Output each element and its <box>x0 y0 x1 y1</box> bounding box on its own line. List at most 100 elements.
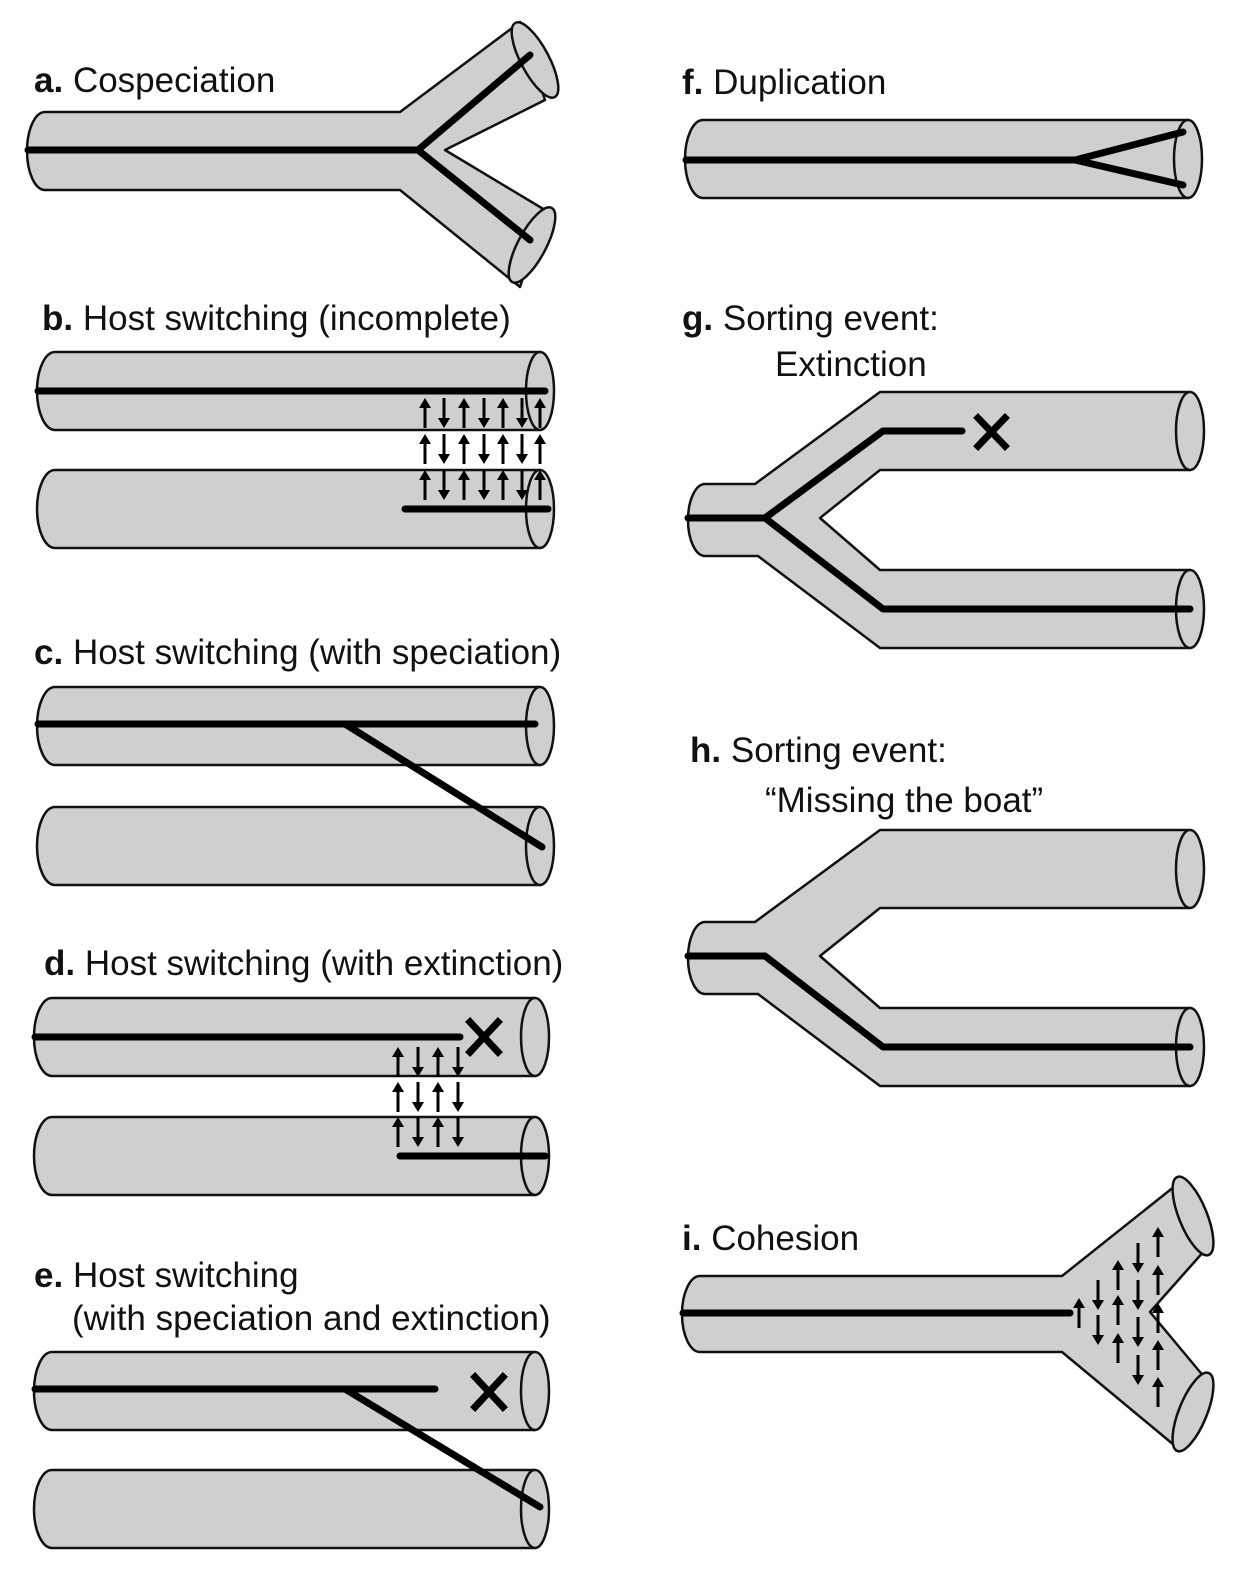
panel-g-label: g. Sorting event: <box>682 299 939 338</box>
panel-a-cospeciation: a. Cospeciation <box>24 20 560 289</box>
parasite-lineage <box>34 387 552 513</box>
host-tube-forked <box>686 390 1192 650</box>
down-arrow-icon <box>1132 1355 1144 1385</box>
down-arrow-icon <box>438 398 450 428</box>
up-arrow-icon <box>534 398 546 428</box>
host-tube-lower <box>32 1468 537 1550</box>
panel-c-label: c. Host switching (with speciation) <box>34 633 561 672</box>
up-arrow-icon <box>1112 1260 1124 1290</box>
panel-c-host-switching-speciation: c. Host switching (with speciation) <box>34 633 561 887</box>
down-arrow-icon <box>1132 1243 1144 1273</box>
panel-b-label: b. Host switching (incomplete) <box>42 299 511 338</box>
panel-f-label: f. Duplication <box>682 63 886 102</box>
up-arrow-icon <box>497 470 509 500</box>
up-arrow-icon <box>1152 1265 1164 1295</box>
down-arrow-icon <box>452 1082 464 1112</box>
tube-end-cap <box>507 206 557 284</box>
down-arrow-icon <box>478 470 490 500</box>
up-arrow-icon <box>432 1082 444 1112</box>
panel-i-cohesion: i. Cohesion <box>679 1175 1215 1453</box>
up-arrow-icon <box>1152 1340 1164 1370</box>
up-arrow-icon <box>458 434 470 464</box>
panel-a-label: a. Cospeciation <box>34 61 275 100</box>
panel-f-duplication: f. Duplication <box>682 63 1204 200</box>
up-arrow-icon <box>419 434 431 464</box>
down-arrow-icon <box>438 434 450 464</box>
parasite-lineage <box>31 1385 544 1511</box>
up-arrow-icon <box>432 1117 444 1147</box>
down-arrow-icon <box>412 1117 424 1147</box>
panel-i-label: i. Cohesion <box>682 1219 859 1258</box>
panel-b-host-switching-incomplete: b. Host switching (incomplete) <box>34 299 556 550</box>
down-arrow-icon <box>412 1047 424 1077</box>
down-arrow-icon <box>452 1117 464 1147</box>
parasite-lineage <box>682 128 1187 189</box>
down-arrow-icon <box>1092 1315 1104 1345</box>
up-arrow-icon <box>392 1047 404 1077</box>
parasite-lineage <box>24 51 534 244</box>
up-arrow-icon <box>1152 1303 1164 1333</box>
down-arrow-icon <box>478 398 490 428</box>
up-arrow-icon <box>534 434 546 464</box>
up-arrow-icon <box>1112 1295 1124 1325</box>
up-arrow-icon <box>419 398 431 428</box>
down-arrow-icon <box>478 434 490 464</box>
parasite-lineage <box>684 952 1194 1051</box>
gene-flow-arrows <box>1073 1227 1164 1407</box>
panel-h-sorting-missing-the-boat: h. Sorting event: “Missing the boat” <box>684 731 1206 1088</box>
up-arrow-icon <box>534 470 546 500</box>
tube-end-cap <box>1174 390 1206 472</box>
parasite-lineage <box>31 1033 549 1160</box>
up-arrow-icon <box>1152 1227 1164 1257</box>
up-arrow-icon <box>1112 1333 1124 1363</box>
host-tube-lower <box>35 805 542 887</box>
down-arrow-icon <box>412 1082 424 1112</box>
up-arrow-icon <box>432 1047 444 1077</box>
down-arrow-icon <box>516 470 528 500</box>
tube-end-cap <box>1171 1371 1215 1453</box>
host-tube-lower <box>35 468 542 550</box>
panel-e-label-line2: (with speciation and extinction) <box>72 1299 551 1338</box>
tube-end-cap <box>519 1468 551 1550</box>
extinction-x-mark <box>470 1372 508 1412</box>
extinction-x-mark <box>973 413 1010 451</box>
panel-d-label: d. Host switching (with extinction) <box>44 944 563 983</box>
down-arrow-icon <box>516 398 528 428</box>
panel-e-host-switching-speciation-extinction: e. Host switching (with speciation and e… <box>31 1256 551 1550</box>
up-arrow-icon <box>497 434 509 464</box>
up-arrow-icon <box>392 1082 404 1112</box>
host-tube-forked <box>686 828 1192 1088</box>
tube-end-cap <box>1172 118 1204 200</box>
panel-g-label-line2: Extinction <box>775 345 927 384</box>
tube-end-cap <box>1174 828 1206 910</box>
panel-d-host-switching-extinction: d. Host switching (with extinction) <box>31 944 563 1197</box>
extinction-x-mark <box>465 1017 503 1057</box>
up-arrow-icon <box>1152 1377 1164 1407</box>
panel-g-sorting-extinction: g. Sorting event: Extinction <box>682 299 1206 650</box>
gene-flow-arrows <box>392 1047 464 1147</box>
up-arrow-icon <box>497 398 509 428</box>
up-arrow-icon <box>392 1117 404 1147</box>
tube-end-cap <box>1171 1175 1215 1257</box>
down-arrow-icon <box>438 470 450 500</box>
panel-h-label: h. Sorting event: <box>690 731 947 770</box>
parasite-lineage <box>34 720 546 851</box>
down-arrow-icon <box>1132 1317 1144 1347</box>
up-arrow-icon <box>458 470 470 500</box>
tube-end-cap <box>510 21 560 99</box>
up-arrow-icon <box>419 470 431 500</box>
up-arrow-icon <box>1073 1298 1085 1328</box>
panel-e-label: e. Host switching <box>34 1256 299 1295</box>
down-arrow-icon <box>1092 1280 1104 1310</box>
gene-flow-arrows <box>419 398 546 500</box>
down-arrow-icon <box>1132 1280 1144 1310</box>
up-arrow-icon <box>458 398 470 428</box>
down-arrow-icon <box>452 1047 464 1077</box>
tube-end-cap <box>519 1350 551 1432</box>
panel-h-label-line2: “Missing the boat” <box>765 781 1043 820</box>
tube-end-cap <box>519 996 551 1078</box>
down-arrow-icon <box>516 434 528 464</box>
parasite-lineage <box>684 427 1194 613</box>
host-tube-lower <box>32 1115 537 1197</box>
